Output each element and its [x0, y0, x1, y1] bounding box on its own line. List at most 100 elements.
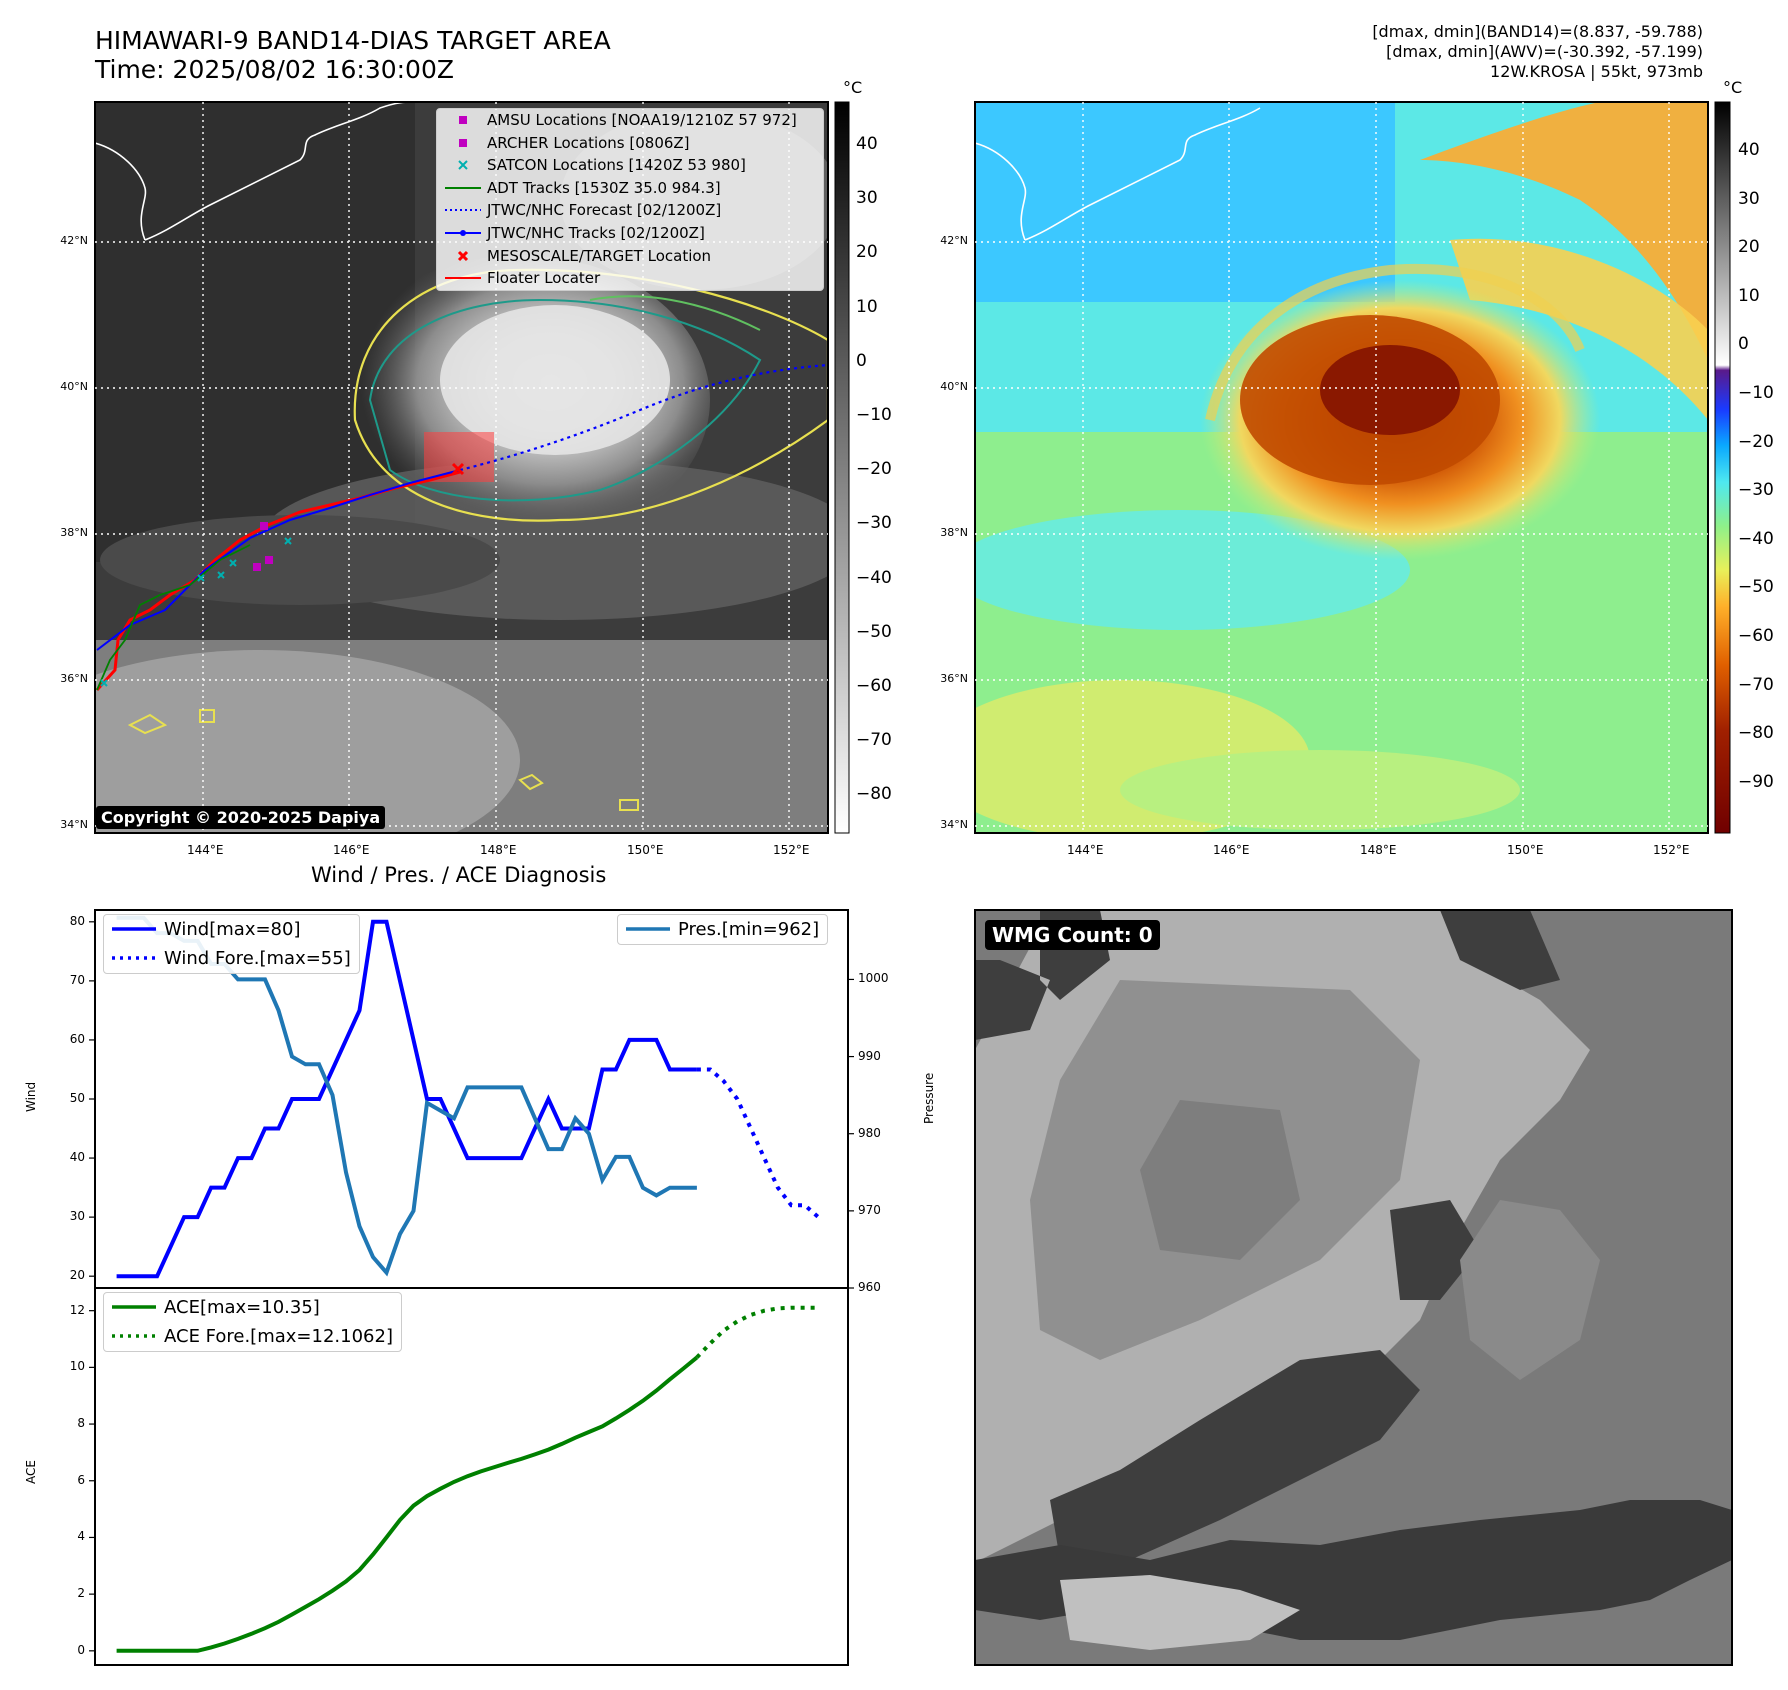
ace-axes	[94, 1287, 849, 1666]
legend-item-wind-forecast: Wind Fore.[max=55]	[104, 944, 359, 973]
line-icon	[110, 1293, 158, 1322]
legend-item-ace-forecast: ACE Fore.[max=12.1062]	[104, 1322, 401, 1351]
y-right-tick-label: 980	[858, 1125, 881, 1140]
ace-legend: ACE[max=10.35] ACE Fore.[max=12.1062]	[103, 1292, 402, 1352]
map-a-lon-label: 146°E	[333, 843, 370, 857]
map-b-lon-label: 148°E	[1360, 843, 1397, 857]
legend-label: JTWC/NHC Forecast [02/1200Z]	[487, 201, 722, 220]
amsu-archer-markers	[253, 522, 273, 571]
map-legend: AMSU Locations [NOAA19/1210Z 57 972] ARC…	[436, 108, 824, 291]
legend-label: SATCON Locations [1420Z 53 980]	[487, 156, 746, 175]
dotted-line-icon	[110, 1322, 158, 1351]
wmg-panel	[975, 910, 1732, 1665]
line-icon	[110, 915, 158, 944]
info-line-1: [dmax, dmin](BAND14)=(8.837, -59.788)	[1372, 22, 1703, 41]
colorbar-b-tick: 30	[1738, 188, 1760, 209]
y-tick-label: 50	[69, 1091, 85, 1105]
title-line-1: HIMAWARI-9 BAND14-DIAS TARGET AREA	[95, 26, 611, 55]
colorbar-a-tick: −20	[856, 459, 892, 480]
map-b-lat-label: 36°N	[940, 672, 968, 685]
ace-plot	[89, 1305, 819, 1653]
enhanced-ir-map-frame	[974, 101, 1709, 834]
enhanced-ir-map-panel	[975, 102, 1708, 833]
colorbar-a-tick: 10	[856, 296, 878, 317]
map-a-lon-label: 148°E	[480, 843, 517, 857]
copyright-badge: Copyright © 2020-2025 Dapiya	[96, 806, 386, 829]
legend-item-wind: Wind[max=80]	[104, 915, 359, 944]
map-a-lat-label: 34°N	[60, 818, 88, 831]
line-icon	[624, 915, 672, 944]
map-a-lat-label: 42°N	[60, 234, 88, 247]
colorbar-b-tick: −10	[1738, 383, 1774, 403]
y-right-tick-label: 1000	[858, 971, 889, 986]
legend-item-archer: ARCHER Locations [0806Z]	[437, 132, 823, 155]
legend-label: Wind Fore.[max=55]	[164, 948, 351, 969]
legend-item-adt: ADT Tracks [1530Z 35.0 984.3]	[437, 177, 823, 200]
y-tick-label: 6	[77, 1472, 85, 1487]
legend-label: ARCHER Locations [0806Z]	[487, 133, 690, 152]
colorbar-b-tick: −70	[1738, 674, 1774, 695]
wmg-panel-frame	[974, 909, 1733, 1666]
pressure-legend: Pres.[min=962]	[617, 914, 829, 945]
y-tick-label: 70	[69, 972, 85, 987]
legend-item-target: MESOSCALE/TARGET Location	[437, 245, 823, 268]
square-marker-icon	[443, 109, 483, 132]
series-line-1	[695, 1305, 819, 1359]
series-line-0	[116, 919, 697, 1279]
legend-label: MESOSCALE/TARGET Location	[487, 246, 712, 265]
map-b-lon-label: 152°E	[1653, 843, 1690, 857]
line-icon	[443, 267, 483, 290]
line-dot-icon	[443, 222, 483, 245]
legend-label: ACE Fore.[max=12.1062]	[164, 1326, 393, 1347]
y-tick-label: 4	[77, 1529, 85, 1544]
legend-label: JTWC/NHC Tracks [02/1200Z]	[487, 223, 705, 242]
y-right-tick-label: 990	[858, 1048, 881, 1063]
legend-item-ace: ACE[max=10.35]	[104, 1293, 401, 1322]
legend-label: AMSU Locations [NOAA19/1210Z 57 972]	[487, 111, 797, 129]
map-b-lon-label: 144°E	[1067, 843, 1104, 857]
map-a-lat-label: 38°N	[60, 526, 88, 539]
y-tick-label: 0	[77, 1642, 85, 1657]
colorbar-a-tick: 40	[856, 134, 878, 154]
legend-item-pressure: Pres.[min=962]	[618, 915, 827, 944]
y-tick-label: 40	[69, 1150, 85, 1165]
y-tick-label: 20	[69, 1268, 85, 1283]
map-b-lat-label: 42°N	[940, 234, 968, 247]
colorbar-b-tick: −80	[1738, 723, 1774, 744]
y-tick-label: 60	[69, 1031, 85, 1046]
colorbar-a-tick: −40	[856, 567, 892, 588]
info-line-3: 12W.KROSA | 55kt, 973mb	[1490, 62, 1703, 81]
colorbar-b-tick: −30	[1738, 480, 1774, 501]
dotted-line-icon	[110, 944, 158, 973]
map-a-lat-label: 40°N	[60, 380, 88, 393]
title-line-2: Time: 2025/08/02 16:30:00Z	[95, 55, 454, 84]
y-tick-label: 12	[69, 1302, 85, 1317]
satcon-markers	[100, 537, 292, 687]
y-right-tick-label: 960	[858, 1280, 881, 1294]
map-b-lat-label: 34°N	[940, 818, 968, 831]
y-tick-label: 80	[69, 913, 85, 928]
colorbar-a-tick: −70	[856, 730, 892, 751]
y-tick-label: 2	[77, 1586, 85, 1601]
colorbar-a-tick: −10	[856, 405, 892, 425]
legend-item-jtwc-tracks: JTWC/NHC Tracks [02/1200Z]	[437, 222, 823, 245]
map-b-lon-label: 150°E	[1507, 843, 1544, 857]
legend-item-amsu: AMSU Locations [NOAA19/1210Z 57 972]	[437, 109, 823, 132]
jtwc-forecast-track	[459, 363, 828, 472]
legend-label: ACE[max=10.35]	[164, 1297, 320, 1318]
colorbar-a-tick: 0	[856, 350, 867, 371]
ir-map-frame	[94, 101, 829, 834]
legend-label: ADT Tracks [1530Z 35.0 984.3]	[487, 178, 721, 197]
map-a-lon-label: 144°E	[187, 843, 224, 857]
colorbar-spectral	[1714, 101, 1731, 834]
series-line-0	[116, 1355, 699, 1653]
map-b-lat-label: 38°N	[940, 526, 968, 539]
colorbar-grayscale	[834, 101, 850, 834]
map-b-lat-label: 40°N	[940, 380, 968, 393]
map-b-lon-label: 146°E	[1213, 843, 1250, 857]
diagnosis-chart-title: Wind / Pres. / ACE Diagnosis	[311, 863, 607, 887]
storm-track-overlays	[95, 363, 828, 692]
y-tick-label: 30	[69, 1209, 85, 1224]
colorbar-b-tick: −50	[1738, 577, 1774, 598]
line-icon	[443, 177, 483, 200]
